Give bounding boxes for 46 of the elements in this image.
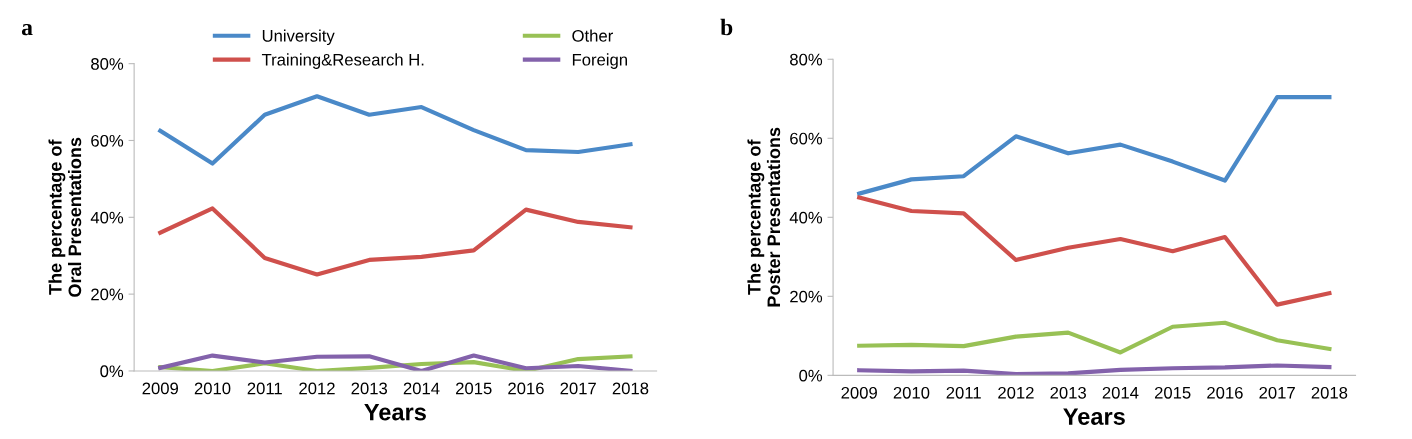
- x-tick-label: 2014: [1102, 386, 1139, 399]
- legend-label: Other: [572, 29, 613, 42]
- x-tick-label: 2018: [612, 382, 649, 395]
- y-tick-label: 0%: [100, 365, 124, 378]
- y-axis-title: The percentage of Poster Presentations: [747, 127, 781, 307]
- y-tick-label: 60%: [91, 134, 124, 147]
- x-tick-label: 2011: [247, 382, 282, 395]
- legend-label: University: [262, 29, 335, 46]
- x-axis-title: Years: [364, 404, 426, 421]
- text: b: [720, 18, 733, 36]
- x-tick-label: 2009: [142, 382, 179, 395]
- x-tick-label: 2013: [1050, 386, 1086, 399]
- legend-label: Foreign: [572, 53, 627, 69]
- y-tick-label: 80%: [790, 53, 823, 66]
- line-series: [158, 94, 633, 166]
- x-tick-label: 2016: [508, 382, 544, 395]
- y-tick-label: 20%: [790, 290, 823, 303]
- x-tick-label: 2013: [351, 382, 388, 395]
- y-tick-label: 60%: [790, 132, 823, 145]
- x-tick-label: 2011: [946, 386, 981, 399]
- y-tick-label: 40%: [90, 211, 124, 224]
- y-tick-label: 20%: [91, 288, 124, 301]
- x-tick-label: 2014: [403, 382, 440, 395]
- x-tick-label: 2012: [299, 382, 335, 395]
- y-axis-title: The percentage of Oral Presentations: [48, 137, 82, 297]
- line-series: [857, 320, 1332, 355]
- line-series: [158, 206, 633, 277]
- legend-label: Training&Research H.: [261, 53, 424, 69]
- y-tick-label: 0%: [799, 369, 823, 382]
- x-tick-label: 2015: [1154, 386, 1191, 399]
- x-tick-label: 2015: [456, 382, 492, 395]
- x-tick-label: 2016: [1207, 386, 1243, 399]
- line-series: [857, 95, 1332, 196]
- y-tick-label: 80%: [91, 58, 124, 70]
- x-tick-label: 2010: [194, 382, 231, 395]
- x-tick-label: 2018: [1311, 386, 1348, 399]
- x-axis-title: Years: [1063, 408, 1125, 425]
- line-series: [857, 195, 1332, 307]
- y-tick-label: 40%: [789, 211, 823, 224]
- x-tick-label: 2017: [1259, 386, 1295, 399]
- x-tick-label: 2012: [998, 386, 1034, 399]
- x-tick-label: 2010: [893, 386, 930, 399]
- text: a: [21, 24, 33, 36]
- x-tick-label: 2017: [560, 382, 596, 395]
- x-tick-label: 2009: [841, 386, 877, 399]
- line-series: [857, 363, 1332, 376]
